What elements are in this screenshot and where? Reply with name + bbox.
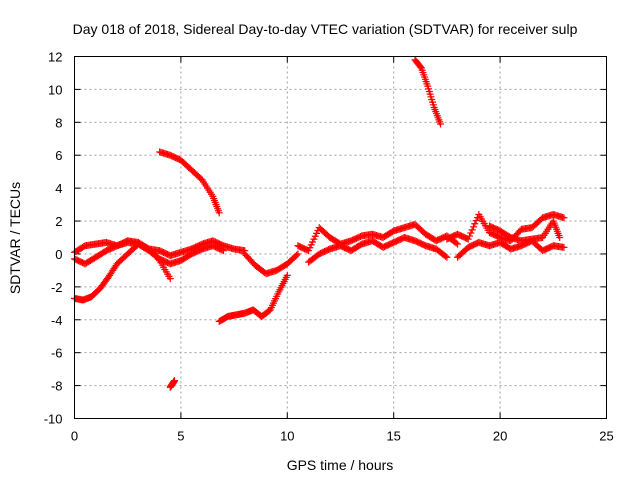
data-point-marker bbox=[470, 223, 477, 231]
data-point-marker bbox=[467, 229, 475, 237]
data-point-marker bbox=[468, 226, 476, 234]
data-point-marker bbox=[472, 217, 480, 225]
series-track-l bbox=[454, 237, 568, 261]
y-tick-label: -6 bbox=[51, 346, 63, 361]
data-point-marker bbox=[294, 250, 302, 258]
series-track-j bbox=[411, 56, 445, 128]
y-tick-label: 4 bbox=[55, 181, 62, 196]
x-tick-label: 25 bbox=[599, 429, 613, 444]
data-point-marker bbox=[471, 220, 479, 228]
series-track-i bbox=[305, 234, 451, 266]
x-axis-label: GPS time / hours bbox=[287, 457, 394, 473]
data-point-marker bbox=[215, 209, 223, 217]
series-track-d bbox=[156, 148, 223, 217]
data-point-marker bbox=[154, 255, 162, 263]
axis-ticks: 0 5 10 15 20 25 -10 -8 -6 -4 -2 0 2 4 6 8 10 12 bbox=[44, 50, 614, 444]
x-tick-label: 20 bbox=[493, 429, 507, 444]
series-track-g bbox=[241, 250, 302, 278]
data-point-marker bbox=[437, 120, 445, 128]
y-axis-label: SDTVAR / TECUs bbox=[7, 182, 23, 294]
data-point-marker bbox=[464, 235, 472, 243]
series-track-m bbox=[485, 217, 564, 245]
data-point-marker bbox=[454, 240, 462, 248]
x-tick-label: 5 bbox=[177, 429, 184, 444]
data-point-marker bbox=[417, 63, 425, 71]
x-tick-label: 10 bbox=[280, 429, 294, 444]
data-point-marker bbox=[166, 275, 174, 283]
data-point-marker bbox=[283, 271, 291, 279]
x-tick-label: 15 bbox=[386, 429, 400, 444]
data-point-marker bbox=[466, 232, 474, 240]
data-point-marker bbox=[452, 239, 460, 247]
plot-frame bbox=[74, 56, 607, 419]
y-tick-label: 10 bbox=[48, 82, 62, 97]
data-point-marker bbox=[443, 253, 451, 261]
data-point-marker bbox=[293, 251, 301, 259]
data-point-marker bbox=[442, 252, 450, 260]
y-tick-label: 6 bbox=[55, 148, 62, 163]
data-point-marker bbox=[171, 377, 179, 385]
series-track-c bbox=[71, 240, 174, 304]
grid bbox=[74, 56, 607, 419]
data-point-marker bbox=[560, 214, 568, 222]
chart-title: Day 018 of 2018, Sidereal Day-to-day VTE… bbox=[73, 21, 578, 37]
data-points bbox=[71, 56, 568, 391]
y-tick-label: -2 bbox=[51, 280, 63, 295]
series-track-e bbox=[166, 377, 179, 391]
y-tick-label: -10 bbox=[44, 412, 63, 427]
data-point-marker bbox=[219, 247, 227, 255]
data-point-marker bbox=[218, 246, 226, 254]
y-tick-label: -8 bbox=[51, 379, 63, 394]
y-tick-label: 0 bbox=[55, 247, 62, 262]
y-tick-label: 2 bbox=[55, 214, 62, 229]
x-tick-label: 0 bbox=[71, 429, 78, 444]
y-tick-label: 8 bbox=[55, 115, 62, 130]
series-track-f bbox=[215, 271, 291, 325]
y-tick-label: 12 bbox=[48, 50, 62, 65]
data-point-marker bbox=[556, 234, 564, 241]
data-point-marker bbox=[560, 243, 568, 251]
y-tick-label: -4 bbox=[51, 313, 63, 328]
